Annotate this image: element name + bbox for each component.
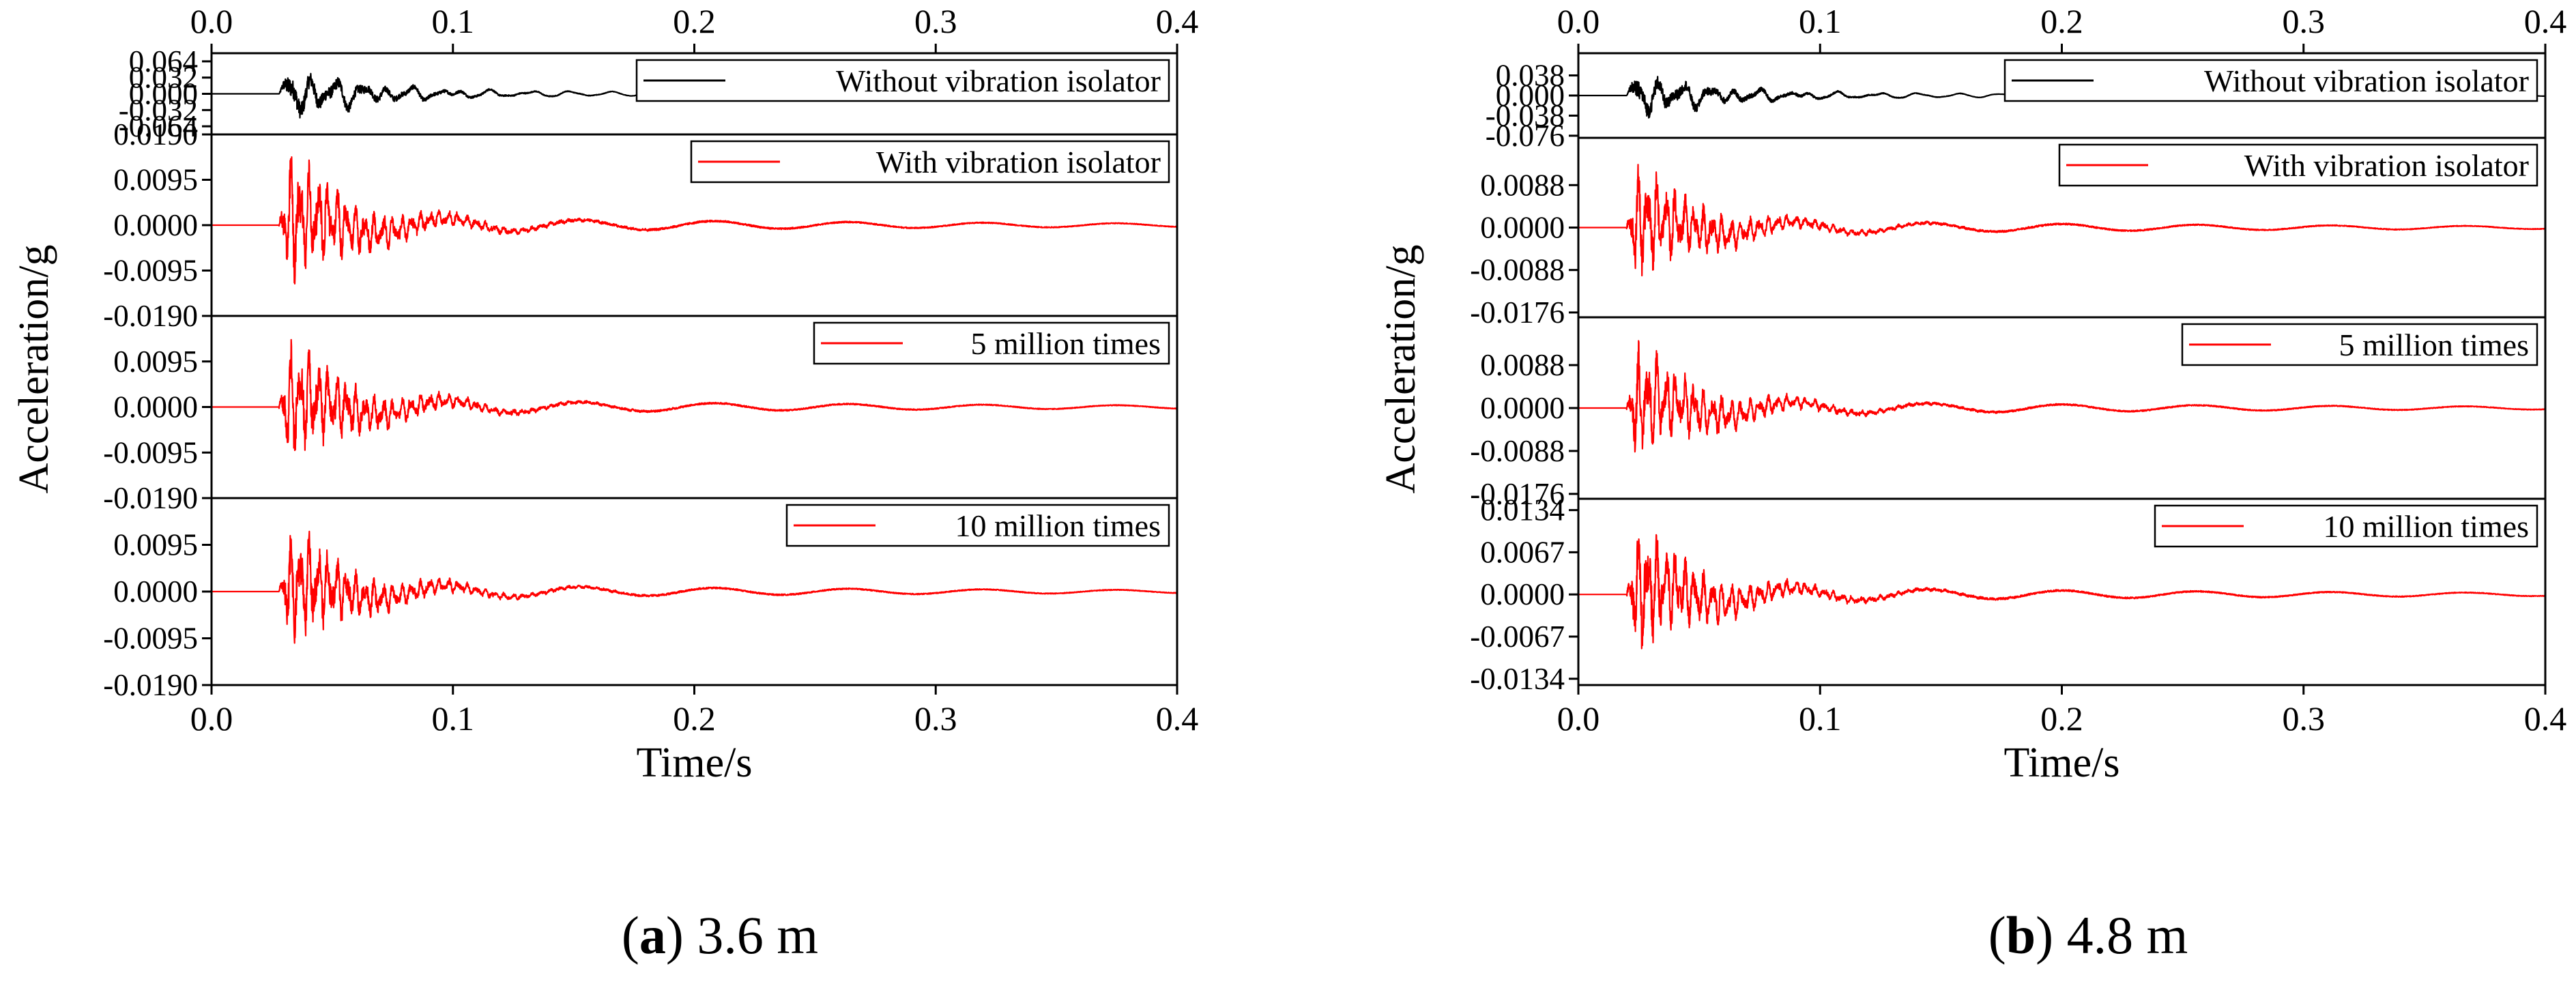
series-line-b-2: [1578, 164, 2546, 277]
subplot-b-3: 0.0088 0.0000 -0.0088 -0.0176 5 million time…: [1470, 316, 2547, 511]
y-tick-label: -0.0095: [103, 435, 198, 469]
legend-label: With vibration isolator: [876, 145, 1161, 179]
caption-panel-b: (b) 4.8 m: [1988, 905, 2188, 965]
x-tick-label-top: 0.1: [1799, 2, 1842, 40]
y-tick-label: 0.0134: [1480, 493, 1565, 527]
caption-panel-b-label: b: [2006, 905, 2036, 965]
y-tick-label: -0.0088: [1470, 253, 1565, 287]
y-tick-label: 0.038: [1496, 59, 1565, 93]
caption-panel-b-text: 4.8 m: [2066, 905, 2188, 965]
x-tick-label-top: 0.2: [2040, 2, 2083, 40]
legend-a-3: 5 million times: [813, 321, 1170, 365]
subplot-a-3: 0.0095 0.0000 -0.0095 -0.0190 5 million time…: [103, 315, 1178, 515]
x-tick-label-top: 0.3: [914, 2, 957, 40]
y-tick-label: -0.0190: [103, 481, 198, 515]
y-tick-label: -0.032: [119, 93, 198, 127]
x-tick-label-top: 0.4: [1156, 2, 1199, 40]
caption-panel-a: (a) 3.6 m: [621, 905, 819, 965]
x-tick-label-bottom: 0.1: [1799, 699, 1842, 738]
y-tick-label: -0.0190: [103, 299, 198, 333]
x-tick-label-bottom: 0.0: [1557, 699, 1600, 738]
x-tick-label-bottom: 0.4: [2524, 699, 2567, 738]
y-tick-label: -0.0067: [1470, 620, 1565, 654]
x-axis-label: Time/s: [2003, 740, 2119, 786]
legend-label: Without vibration isolator: [836, 63, 1161, 98]
legend-label: Without vibration isolator: [2204, 63, 2529, 98]
y-tick-label: -0.0176: [1470, 477, 1565, 511]
subplot-a-2: 0.0190 0.0095 0.0000 -0.0095 -0.0190 With vib…: [103, 117, 1178, 333]
y-tick-label: 0.000: [129, 77, 198, 111]
series-line-b-3: [1578, 340, 2546, 453]
x-tick-label-top: 0.3: [2283, 2, 2326, 40]
y-tick-label: 0.0088: [1480, 348, 1565, 382]
x-tick-label-bottom: 0.2: [2040, 699, 2083, 738]
series-line-a-3: [211, 338, 1178, 452]
x-tick-label-bottom: 0.2: [673, 699, 716, 738]
series-line-a-4: [211, 530, 1178, 644]
y-tick-label: 0.0000: [1480, 391, 1565, 425]
legend-b-2: With vibration isolator: [2058, 143, 2538, 187]
y-tick-label: 0.064: [129, 44, 198, 78]
x-tick-label-bottom: 0.4: [1156, 699, 1199, 738]
legend-b-3: 5 million times: [2181, 323, 2538, 366]
x-tick-label-bottom: 0.3: [2283, 699, 2326, 738]
legend-a-1: Without vibration isolator: [635, 59, 1170, 102]
y-tick-label: 0.0000: [113, 208, 198, 242]
y-tick-label: -0.0095: [103, 254, 198, 288]
y-tick-label: 0.0000: [113, 390, 198, 424]
caption-panel-a-text: 3.6 m: [697, 905, 819, 965]
y-tick-label: -0.038: [1486, 98, 1565, 132]
legend-label: 5 million times: [2339, 328, 2529, 362]
x-axis-label: Time/s: [636, 740, 752, 786]
y-tick-label: 0.0095: [113, 345, 198, 379]
legend-a-2: With vibration isolator: [690, 140, 1170, 184]
subplot-a-4: 0.0095 0.0000 -0.0095 -0.0190 10 million tim…: [103, 497, 1178, 702]
y-tick-label: 0.0095: [113, 528, 198, 562]
subplot-b-2: 0.0088 0.0000 -0.0088 -0.0176 With vibration…: [1470, 136, 2547, 330]
y-tick-label: 0.0000: [1480, 211, 1565, 245]
y-tick-label: -0.064: [119, 109, 198, 143]
legend-b-1: Without vibration isolator: [2003, 59, 2538, 102]
x-tick-label-top: 0.4: [2524, 2, 2567, 40]
series-line-b-4: [1578, 534, 2546, 650]
y-tick-label: 0.0190: [113, 117, 198, 151]
legend-label: 10 million times: [2323, 509, 2529, 544]
y-tick-label: 0.000: [1496, 78, 1565, 113]
y-tick-label: 0.0000: [113, 575, 198, 609]
legend-label: 5 million times: [970, 326, 1161, 361]
y-tick-label: 0.032: [129, 61, 198, 95]
legend-label: With vibration isolator: [2244, 148, 2529, 183]
x-tick-label-bottom: 0.0: [190, 699, 233, 738]
caption-panel-a-label: a: [639, 905, 666, 965]
y-tick-label: -0.0134: [1470, 662, 1565, 696]
y-tick-label: 0.0067: [1480, 535, 1565, 569]
y-tick-label: -0.076: [1486, 119, 1565, 153]
y-tick-label: -0.0190: [103, 668, 198, 702]
y-tick-label: -0.0095: [103, 622, 198, 656]
x-tick-label-top: 0.2: [673, 2, 716, 40]
legend-b-4: 10 million times: [2154, 504, 2538, 548]
x-tick-label-top: 0.1: [432, 2, 475, 40]
x-tick-label-top: 0.0: [190, 2, 233, 40]
x-tick-label-top: 0.0: [1557, 2, 1600, 40]
x-tick-label-bottom: 0.1: [432, 699, 475, 738]
y-tick-label: 0.0095: [113, 163, 198, 197]
y-axis-label: Acceleration/g: [11, 245, 57, 494]
y-tick-label: -0.0176: [1470, 295, 1565, 330]
x-tick-label-bottom: 0.3: [914, 699, 957, 738]
y-tick-label: 0.0000: [1480, 577, 1565, 611]
subplot-b-4: 0.0134 0.0067 0.0000 -0.0067 -0.0134 10 milli…: [1470, 493, 2547, 696]
y-axis-label: Acceleration/g: [1378, 245, 1424, 494]
legend-a-4: 10 million times: [785, 504, 1170, 547]
series-line-a-2: [211, 156, 1178, 285]
y-tick-label: 0.0088: [1480, 168, 1565, 202]
y-tick-label: -0.0088: [1470, 434, 1565, 468]
legend-label: 10 million times: [955, 508, 1161, 543]
